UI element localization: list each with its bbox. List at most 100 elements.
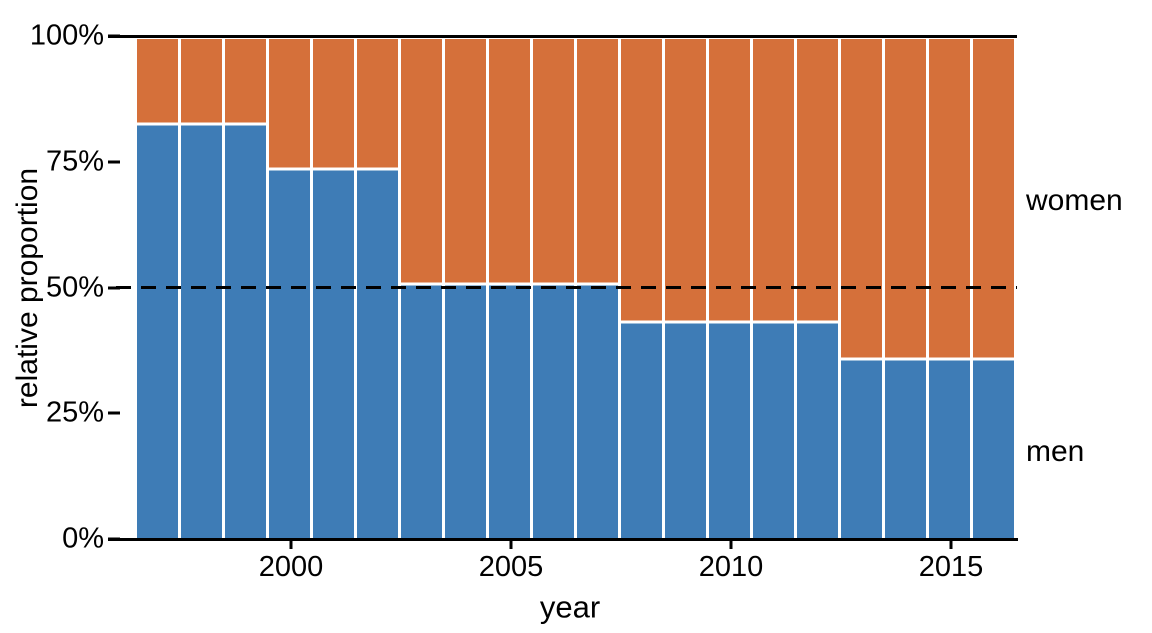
bar-segment-women bbox=[533, 39, 574, 284]
top-axis-line bbox=[108, 34, 1017, 38]
segment-divider bbox=[753, 320, 794, 323]
segment-divider bbox=[181, 122, 222, 126]
bar-column-2011 bbox=[753, 39, 794, 539]
women-series-label: women bbox=[1026, 184, 1123, 217]
plot-area: 100% 75% 50% 25% 0% 2000 2005 2010 2015 bbox=[30, 21, 1018, 582]
bar-segment-women bbox=[709, 39, 750, 322]
bar-segment-women bbox=[973, 39, 1014, 359]
segment-divider bbox=[621, 320, 662, 323]
bar-segment-women bbox=[665, 39, 706, 322]
segment-divider bbox=[797, 320, 838, 323]
bar-segment-women bbox=[885, 39, 926, 359]
bar-segment-women bbox=[621, 39, 662, 322]
bar-segment-men bbox=[577, 284, 618, 539]
bar-column-2012 bbox=[797, 39, 838, 539]
bar-segment-men bbox=[445, 284, 486, 539]
segment-divider bbox=[929, 357, 970, 361]
x-tick-label: 2010 bbox=[698, 551, 764, 583]
bar-column-2001 bbox=[313, 39, 354, 539]
bar-segment-men bbox=[137, 124, 178, 539]
bar-column-2010 bbox=[709, 39, 750, 539]
bar-segment-men bbox=[621, 321, 662, 539]
bar-segment-men bbox=[357, 169, 398, 539]
x-tick-mark bbox=[289, 539, 293, 549]
bar-column-2014 bbox=[885, 39, 926, 539]
bar-segment-men bbox=[665, 321, 706, 539]
bar-column-2016 bbox=[973, 39, 1014, 539]
x-tick-mark bbox=[949, 539, 953, 549]
y-tick-mark bbox=[108, 537, 120, 541]
bar-segment-women bbox=[401, 39, 442, 284]
x-tick-label: 2000 bbox=[258, 551, 324, 583]
bar-segment-men bbox=[489, 284, 530, 539]
bar-column-2005 bbox=[489, 39, 530, 539]
x-axis-line bbox=[108, 537, 1018, 541]
bar-segment-men bbox=[929, 359, 970, 539]
bar-column-2007 bbox=[577, 39, 618, 539]
y-tick-label: 75% bbox=[45, 145, 104, 178]
segment-divider bbox=[709, 320, 750, 323]
segment-divider bbox=[269, 167, 310, 171]
bar-segment-men bbox=[841, 359, 882, 539]
segment-divider bbox=[357, 167, 398, 171]
bar-segment-women bbox=[489, 39, 530, 284]
bar-segment-men bbox=[973, 359, 1014, 539]
x-tick-mark bbox=[509, 539, 513, 549]
bar-column-1998 bbox=[181, 39, 222, 539]
segment-divider bbox=[533, 282, 574, 286]
y-tick-mark bbox=[108, 286, 120, 289]
segment-divider bbox=[577, 282, 618, 286]
bar-segment-men bbox=[401, 284, 442, 539]
bar-segment-women bbox=[137, 39, 178, 124]
y-tick-label: 100% bbox=[29, 19, 104, 52]
x-tick-label: 2005 bbox=[478, 551, 544, 583]
bar-segment-men bbox=[313, 169, 354, 539]
bar-segment-men bbox=[885, 359, 926, 539]
bar-segment-women bbox=[269, 39, 310, 169]
bar-segment-men bbox=[753, 321, 794, 539]
bar-segment-women bbox=[225, 39, 266, 124]
bar-column-2003 bbox=[401, 39, 442, 539]
y-tick-mark bbox=[108, 411, 120, 415]
fifty-percent-reference-line bbox=[116, 286, 1017, 289]
x-tick-mark bbox=[729, 539, 733, 549]
y-axis-title: relative proportion bbox=[11, 167, 44, 409]
bar-segment-women bbox=[753, 39, 794, 322]
bar-segment-women bbox=[445, 39, 486, 284]
x-axis-title: year bbox=[539, 589, 601, 625]
bar-column-2004 bbox=[445, 39, 486, 539]
bar-column-2009 bbox=[665, 39, 706, 539]
segment-divider bbox=[841, 357, 882, 361]
segment-divider bbox=[137, 122, 178, 126]
segment-divider bbox=[665, 320, 706, 323]
bar-segment-men bbox=[225, 124, 266, 539]
bar-column-2002 bbox=[357, 39, 398, 539]
segment-divider bbox=[401, 282, 442, 286]
bar-column-2000 bbox=[269, 39, 310, 539]
segment-divider bbox=[885, 357, 926, 361]
bar-segment-women bbox=[181, 39, 222, 124]
segment-divider bbox=[225, 122, 266, 126]
bar-segment-women bbox=[313, 39, 354, 169]
x-tick-label: 2015 bbox=[918, 551, 984, 583]
y-tick-label: 25% bbox=[45, 396, 104, 429]
segment-divider bbox=[973, 357, 1014, 361]
bar-column-2013 bbox=[841, 39, 882, 539]
y-tick-label: 50% bbox=[45, 271, 104, 303]
y-tick-mark bbox=[108, 160, 120, 164]
bar-segment-women bbox=[929, 39, 970, 359]
bar-segment-women bbox=[357, 39, 398, 169]
bar-segment-men bbox=[533, 284, 574, 539]
segment-divider bbox=[445, 282, 486, 286]
segment-divider bbox=[489, 282, 530, 286]
bar-segment-men bbox=[181, 124, 222, 539]
bar-segment-women bbox=[797, 39, 838, 322]
segment-divider bbox=[313, 167, 354, 171]
bar-column-2008 bbox=[621, 39, 662, 539]
bar-segment-men bbox=[269, 169, 310, 539]
bar-column-1997 bbox=[137, 39, 178, 539]
y-tick-mark bbox=[108, 34, 120, 38]
bar-segment-women bbox=[577, 39, 618, 284]
bar-column-2015 bbox=[929, 39, 970, 539]
